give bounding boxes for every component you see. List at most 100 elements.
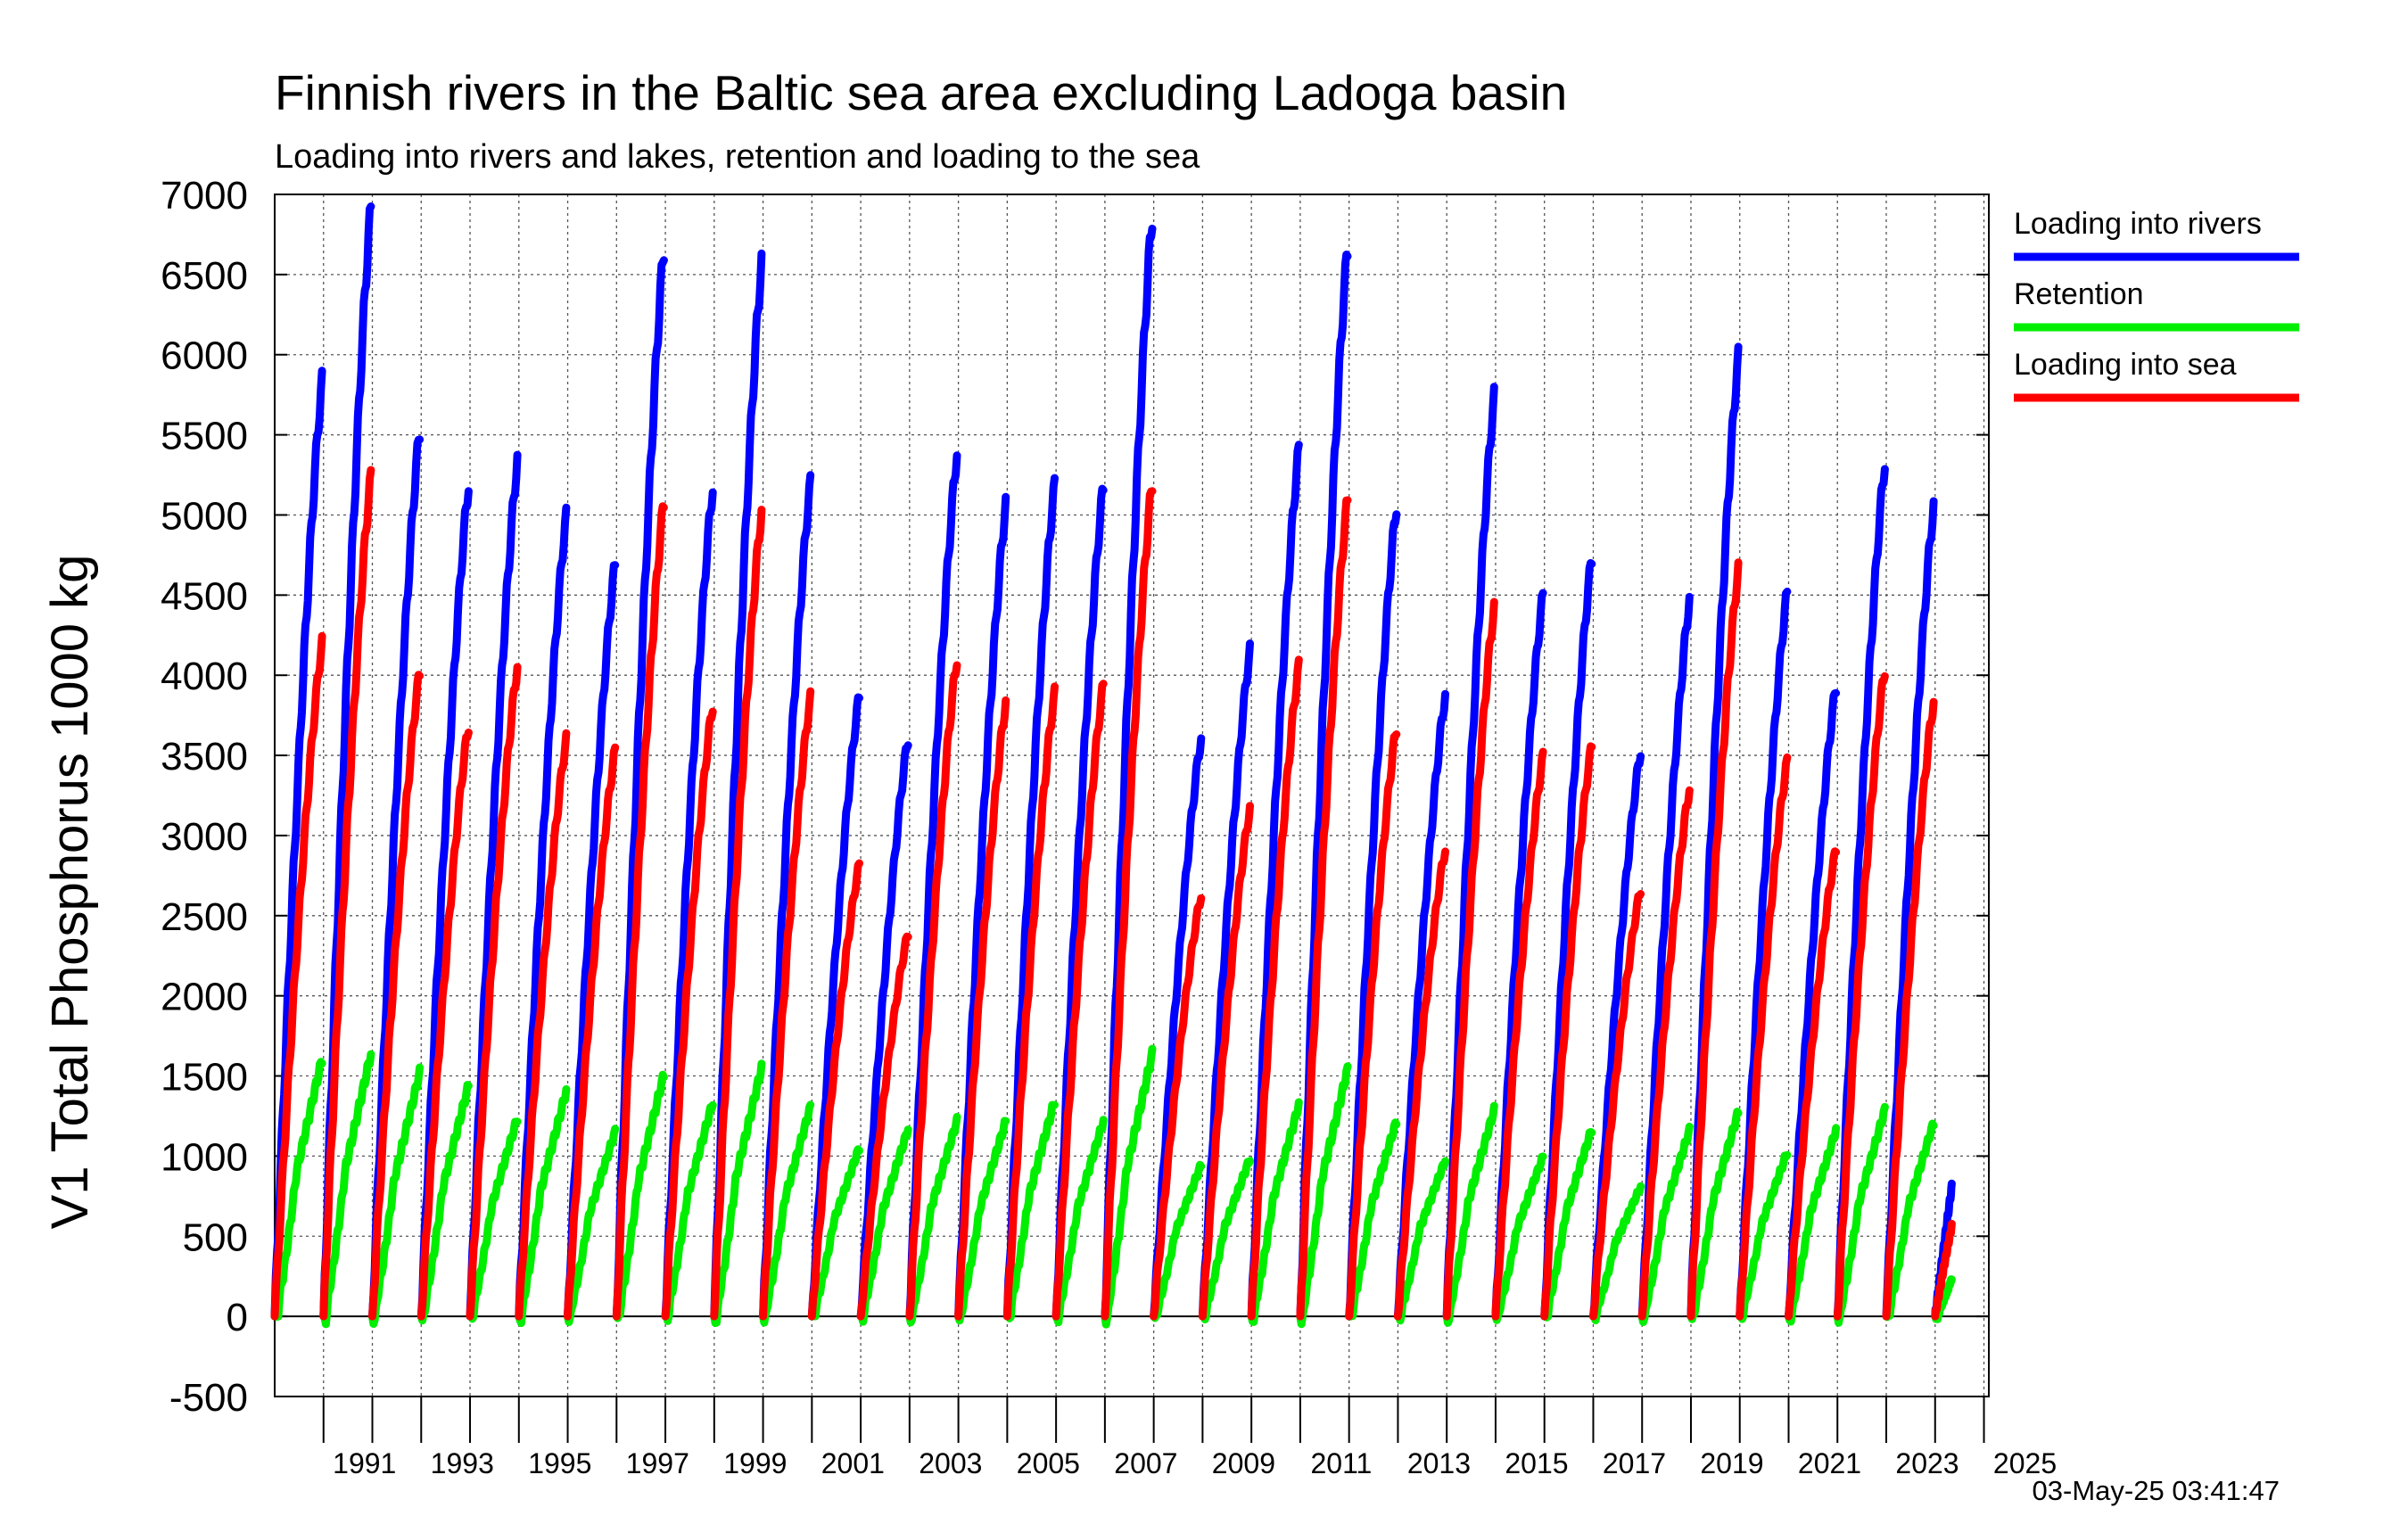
series-line-retention [515,1085,571,1328]
y-tick-label: 6000 [161,334,248,378]
series-line-retention [1002,1100,1059,1322]
y-tick-label: 5500 [161,415,248,458]
series-line-loading-into-sea [1345,730,1401,1321]
series-line-retention [759,1100,815,1327]
series-line-retention [1247,1098,1303,1326]
series-line-retention [270,1058,326,1322]
x-tick-label: 2001 [821,1447,885,1479]
y-tick-label: 2000 [161,976,248,1019]
y-tick-label: 0 [227,1296,248,1339]
x-tick-label: 2015 [1505,1447,1568,1479]
y-tick-label: 500 [183,1215,248,1259]
x-tick-label: 2013 [1407,1447,1471,1479]
series-line-loading-into-sea [1686,558,1743,1321]
series-line-retention [466,1117,522,1323]
x-tick-label: 2023 [1895,1447,1959,1479]
series-line-loading-into-sea [1296,496,1352,1321]
series-line-retention [1491,1152,1547,1324]
legend: Loading into rivers Retention Loading into… [2014,207,2299,402]
y-tick-label: 2500 [161,895,248,939]
x-tick-label: 1999 [723,1447,787,1479]
x-tick-label: 1995 [528,1447,591,1479]
series-line-retention [905,1113,961,1327]
series-line-retention [564,1125,620,1326]
series-line-loading-into-sea [368,671,425,1321]
plot-frame [274,194,1990,1397]
series-line-retention [1442,1101,1498,1327]
series-line-loading-into-sea [1491,747,1547,1321]
x-tick-label: 2007 [1114,1447,1177,1479]
timestamp: 03-May-25 03:41:47 [2033,1475,2280,1506]
series-line-loading-into-sea [1785,847,1841,1321]
y-tick-label: 5000 [161,494,248,538]
series-line-loading-into-sea [1540,742,1596,1321]
series-line-retention [319,1050,375,1329]
series-line-retention [1051,1116,1108,1327]
y-tick-label: 6500 [161,254,248,298]
legend-label: Retention [2014,277,2144,311]
series [270,202,1956,1329]
series-line-retention [1393,1157,1449,1325]
series-line-retention [368,1063,425,1328]
x-tick-label: 2009 [1212,1447,1275,1479]
x-tick-label: 2025 [1993,1447,2057,1479]
series-line-loading-into-sea [1736,753,1792,1321]
x-tick-label: 1991 [333,1447,396,1479]
series-line-retention [1345,1118,1401,1321]
y-tick-label: 4500 [161,574,248,618]
series-line-retention [1540,1128,1596,1322]
x-tick-label: 2003 [919,1447,982,1479]
series-line-retention [1686,1108,1743,1323]
series-line-loading-into-sea [564,743,620,1321]
series-line-loading-into-sea [1101,487,1157,1321]
series-line-loading-into-sea [1393,847,1449,1321]
series-line-loading-into-sea [515,729,571,1321]
chart-subtitle: Loading into rivers and lakes, retention… [275,138,1200,176]
x-tick-label: 2005 [1017,1447,1080,1479]
series-line-retention [416,1081,473,1325]
y-axis-label: V1 Total Phosphorus 1000 kg [41,555,99,1230]
series-line-retention [807,1145,863,1321]
y-tick-label: 1500 [161,1056,248,1100]
series-line-loading-into-sea [1931,1219,1956,1321]
series-line-retention [1785,1124,1841,1326]
series-line-loading-into-sea [905,661,961,1321]
series-line-loading-into-sea [1882,697,1938,1321]
series-line-loading-into-sea [1247,655,1303,1321]
series-line-loading-into-sea [319,466,375,1321]
y-tick-label: 4000 [161,655,248,698]
series-line-loading-into-sea [954,696,1010,1321]
series-line-retention [856,1125,912,1326]
chart-title: Finnish rivers in the Baltic sea area ex… [275,65,1567,120]
series-line-retention [661,1100,717,1325]
series-line-retention [1637,1122,1694,1326]
series-line-retention [1198,1157,1254,1323]
series-line-loading-into-sea [1442,597,1498,1321]
x-tick-label: 1993 [431,1447,494,1479]
series-line-retention [710,1059,766,1328]
series-line-loading-into-sea [466,663,522,1321]
y-tick-label: 1000 [161,1135,248,1179]
x-tick-label: 2011 [1311,1447,1373,1479]
x-tick-label: 1997 [626,1447,689,1479]
y-tick-label: 3500 [161,735,248,779]
series-line-retention [1736,1150,1792,1323]
y-tick-label: 7000 [161,174,248,218]
legend-label: Loading into rivers [2014,207,2262,241]
series-line-loading-into-sea [270,631,326,1321]
series-line-retention [1882,1119,1938,1322]
x-tick-label: 2021 [1798,1447,1861,1479]
series-line-loading-into-sea [661,707,717,1321]
series-line-loading-into-sea [1150,894,1206,1321]
y-tick-label: 3000 [161,815,248,859]
series-line-loading-into-sea [710,506,766,1321]
series-line-loading-into-sea [856,932,912,1321]
series-line-loading-into-sea [612,502,668,1321]
series-line-loading-into-sea [416,729,473,1321]
series-line-loading-into-sea [1051,680,1108,1321]
x-tick-label: 2019 [1700,1447,1763,1479]
series-line-loading-into-sea [759,687,815,1321]
series-line-loading-into-sea [1637,786,1694,1321]
y-tick-label: -500 [169,1376,248,1420]
